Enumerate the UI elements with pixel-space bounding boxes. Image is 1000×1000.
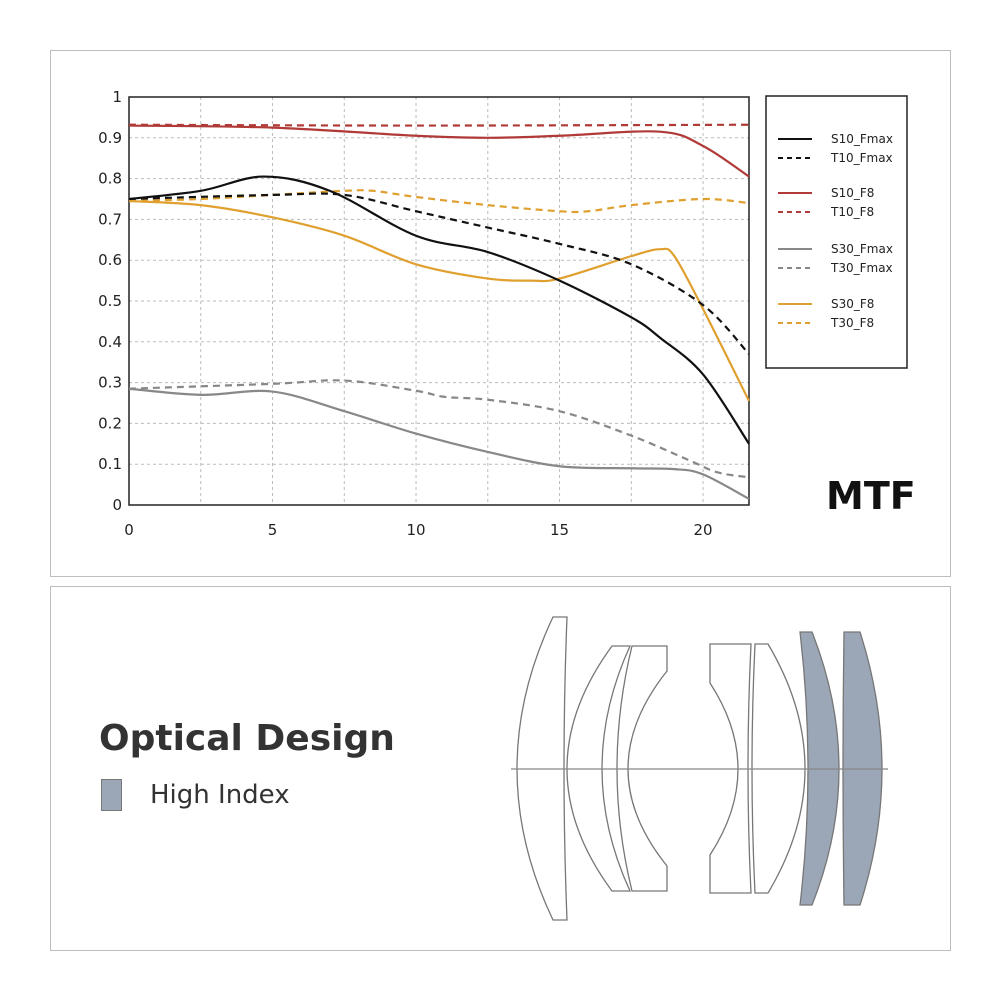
y-tick-label: 0 [112, 496, 122, 514]
optical-design-title: Optical Design [99, 718, 395, 759]
plot-frame [128, 96, 750, 506]
optical-design-panel [50, 586, 951, 951]
x-tick-label: 10 [406, 521, 425, 539]
legend-label: T30_Fmax [830, 261, 893, 275]
chart-title: MTF [826, 474, 916, 518]
series-line-s30-f8 [128, 199, 750, 402]
mtf-panel [50, 50, 951, 577]
y-tick-label: 0.5 [98, 292, 122, 310]
legend-label: T30_F8 [830, 316, 874, 330]
y-tick-label: 0.6 [98, 251, 122, 269]
y-tick-label: 0.7 [98, 210, 122, 228]
high-index-swatch [101, 779, 122, 811]
y-tick-label: 1 [112, 88, 122, 106]
x-tick-label: 5 [268, 521, 278, 539]
y-tick-label: 0.9 [98, 129, 122, 147]
high-index-label: High Index [150, 780, 290, 810]
series-line-s10-fmax [128, 175, 750, 445]
legend-label: S30_F8 [831, 297, 874, 311]
y-tick-label: 0.1 [98, 455, 122, 473]
legend-label: T10_Fmax [830, 151, 893, 165]
y-tick-label: 0.3 [98, 374, 122, 392]
legend-label: S30_Fmax [831, 242, 893, 256]
series-line-t30-fmax [128, 379, 750, 479]
series-line-t10-fmax [128, 192, 750, 355]
legend-label: T10_F8 [830, 205, 874, 219]
series-line-s30-fmax [128, 387, 750, 500]
y-tick-label: 0.2 [98, 414, 122, 432]
y-tick-label: 0.4 [98, 333, 122, 351]
x-tick-label: 15 [550, 521, 569, 539]
series-line-t30-f8 [128, 189, 750, 214]
series-line-s10-f8 [128, 124, 750, 178]
x-tick-label: 0 [124, 521, 134, 539]
series-line-t10-f8 [128, 123, 750, 127]
legend-label: S10_Fmax [831, 132, 893, 146]
y-tick-label: 0.8 [98, 170, 122, 188]
legend-label: S10_F8 [831, 186, 874, 200]
x-tick-label: 20 [694, 521, 713, 539]
